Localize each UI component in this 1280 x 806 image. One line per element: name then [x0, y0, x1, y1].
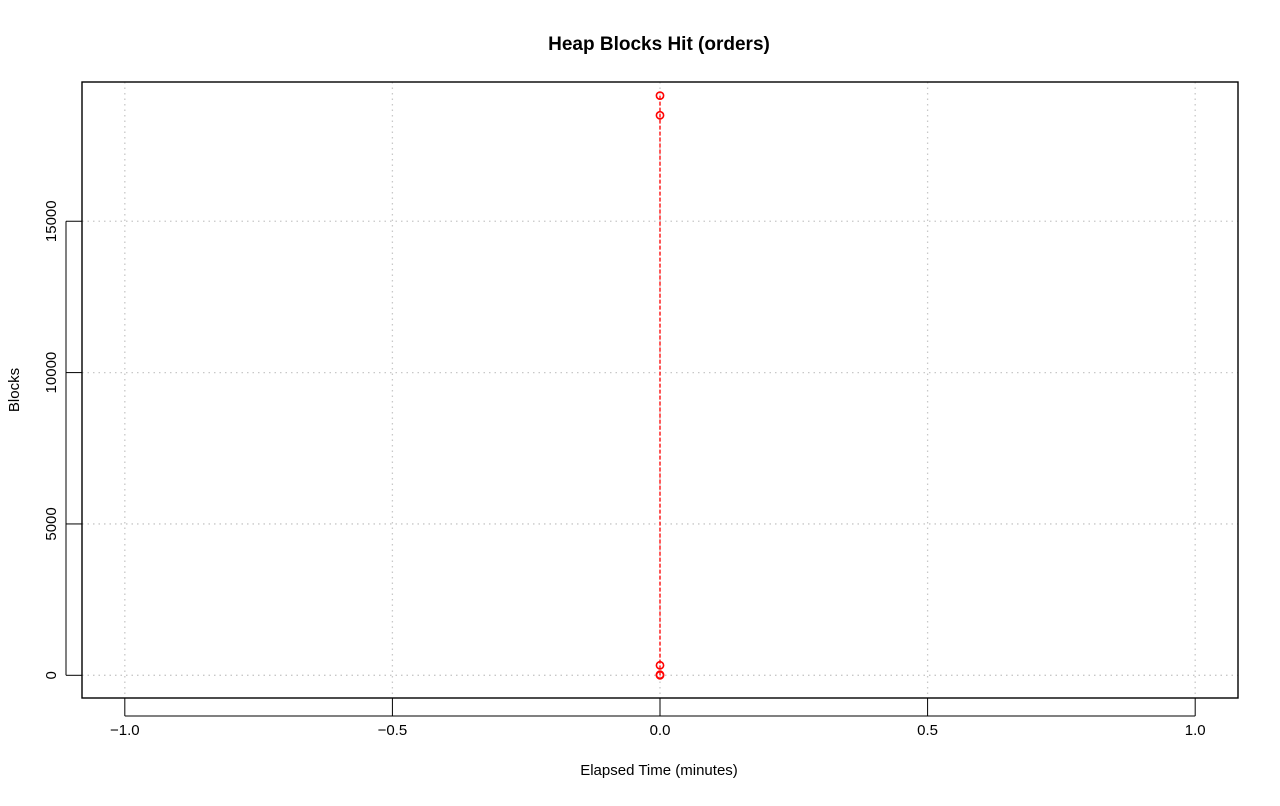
x-tick-label-2: 0.0	[650, 722, 671, 739]
data-point-0	[655, 91, 665, 101]
x-tick-label-1: −0.5	[378, 722, 408, 739]
data-point-2	[655, 660, 665, 670]
y-tick-label-3: 15000	[43, 200, 60, 242]
y-axis-label: Blocks	[6, 368, 23, 412]
y-tick-label-2: 10000	[43, 352, 60, 394]
y-tick-label-0: 0	[43, 671, 60, 679]
chart-title: Heap Blocks Hit (orders)	[548, 34, 770, 55]
data-point-1	[655, 110, 665, 120]
y-tick-label-1: 5000	[43, 507, 60, 540]
x-tick-label-4: 1.0	[1185, 722, 1206, 739]
data-point-4	[655, 670, 665, 680]
x-tick-label-3: 0.5	[917, 722, 938, 739]
axes: −1.0 −0.5 0.0 0.5 1.0 0 5000 10000 15000	[43, 200, 1206, 739]
x-tick-label-0: −1.0	[110, 722, 140, 739]
x-axis-label: Elapsed Time (minutes)	[580, 762, 738, 779]
data-series	[655, 91, 665, 680]
plot-frame	[81, 81, 1239, 699]
